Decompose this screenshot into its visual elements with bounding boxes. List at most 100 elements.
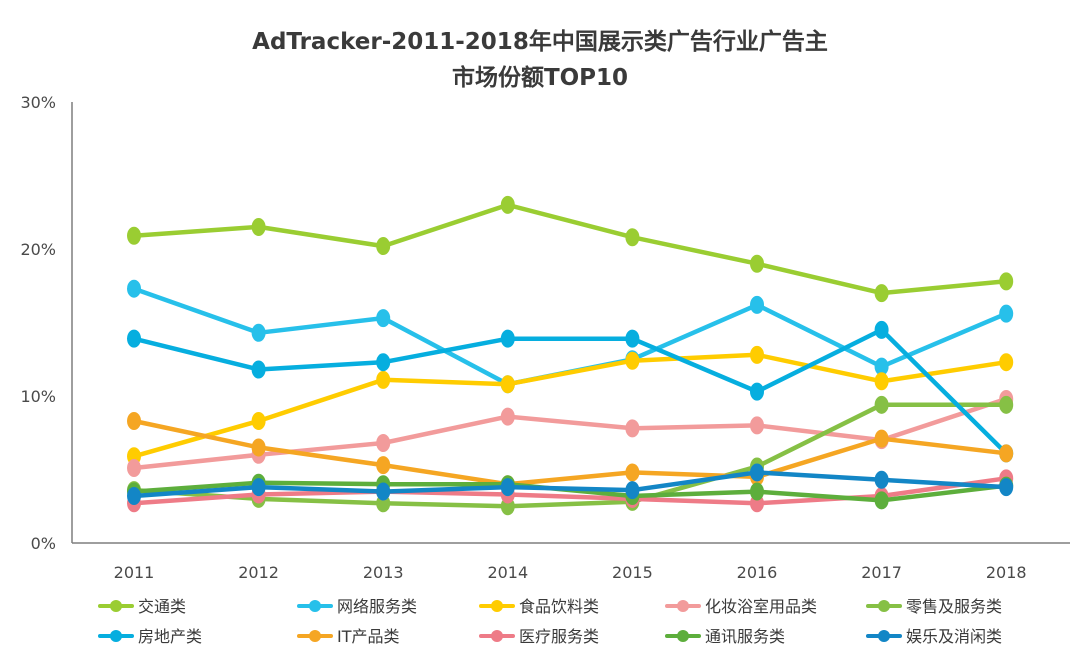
- data-point: [874, 395, 889, 414]
- legend-item: 通讯服务类: [665, 627, 785, 646]
- data-point: [874, 284, 889, 303]
- data-point: [874, 429, 889, 448]
- x-tick-label: 2011: [114, 563, 155, 582]
- data-point: [625, 419, 640, 438]
- data-point: [750, 482, 764, 501]
- chart-title-line-2: 市场份额TOP10: [451, 65, 629, 91]
- data-point: [625, 228, 640, 247]
- data-point: [251, 360, 266, 379]
- legend-marker: [491, 630, 503, 642]
- series-line: [131, 327, 1009, 456]
- legend-label: 交通类: [138, 597, 186, 616]
- x-tick-label: 2012: [238, 563, 279, 582]
- data-point: [376, 309, 391, 328]
- data-point: [999, 353, 1014, 372]
- data-point: [750, 345, 764, 364]
- data-point: [376, 456, 391, 475]
- data-point: [625, 329, 640, 348]
- data-point: [750, 416, 764, 435]
- x-tick-label: 2016: [737, 563, 778, 582]
- legend-marker: [878, 600, 890, 612]
- data-point: [376, 237, 391, 256]
- legend-marker: [677, 600, 689, 612]
- data-point: [750, 254, 764, 273]
- legend-label: 食品饮料类: [519, 597, 599, 616]
- legend-marker: [110, 630, 122, 642]
- legend-marker: [110, 600, 122, 612]
- legend-item: 网络服务类: [297, 597, 417, 616]
- data-point: [500, 195, 515, 214]
- legend-label: 房地产类: [138, 627, 202, 646]
- legend-label: 化妆浴室用品类: [705, 597, 817, 616]
- data-point: [625, 463, 640, 482]
- legend-item: 零售及服务类: [866, 597, 1002, 616]
- data-point: [874, 470, 889, 489]
- legend-label: 医疗服务类: [519, 627, 599, 646]
- series-line: [131, 396, 1009, 471]
- data-point: [376, 353, 391, 372]
- data-point: [127, 329, 141, 348]
- legend-item: 化妆浴室用品类: [665, 597, 817, 616]
- data-point: [251, 217, 266, 236]
- data-point: [874, 491, 889, 510]
- series-10: [127, 463, 1014, 505]
- series-1: [127, 195, 1014, 303]
- series-line: [131, 418, 1009, 487]
- data-point: [750, 463, 764, 482]
- series-line: [131, 470, 1009, 499]
- data-point: [500, 329, 515, 348]
- series-line: [131, 352, 1009, 459]
- data-point: [874, 357, 889, 376]
- series-7: [127, 411, 1014, 494]
- data-point: [625, 351, 640, 370]
- data-point: [999, 444, 1014, 463]
- data-point: [874, 320, 889, 339]
- y-tick-label: 30%: [20, 93, 56, 112]
- chart-title-line-1: AdTracker-2011-2018年中国展示类广告行业广告主: [252, 29, 828, 55]
- data-point: [376, 370, 391, 389]
- data-point: [999, 304, 1014, 323]
- legend-marker: [677, 630, 689, 642]
- y-tick-label: 20%: [20, 240, 56, 259]
- data-point: [750, 382, 764, 401]
- legend-item: 房地产类: [98, 627, 202, 646]
- x-tick-label: 2018: [986, 563, 1027, 582]
- series-line: [131, 402, 1009, 509]
- legend-marker: [491, 600, 503, 612]
- data-point: [127, 486, 141, 505]
- legend-marker: [878, 630, 890, 642]
- x-tick-label: 2014: [487, 563, 528, 582]
- legend-item: 娱乐及消闲类: [866, 627, 1002, 646]
- data-point: [127, 459, 141, 478]
- data-point: [251, 438, 266, 457]
- data-point: [750, 295, 764, 314]
- legend-item: IT产品类: [297, 627, 400, 646]
- data-point: [625, 481, 640, 500]
- data-point: [127, 279, 141, 298]
- legend-label: 娱乐及消闲类: [906, 627, 1002, 646]
- legend-item: 医疗服务类: [479, 627, 599, 646]
- legend-item: 食品饮料类: [479, 597, 599, 616]
- x-tick-label: 2015: [612, 563, 653, 582]
- chart-title: AdTracker-2011-2018年中国展示类广告行业广告主 市场份额TOP…: [0, 24, 1080, 96]
- data-point: [500, 478, 515, 497]
- data-point: [500, 407, 515, 426]
- data-point: [874, 372, 889, 391]
- series-line: [131, 202, 1009, 296]
- legend-label: IT产品类: [337, 627, 400, 646]
- x-tick-label: 2013: [363, 563, 404, 582]
- data-point: [127, 226, 141, 245]
- legend-label: 网络服务类: [337, 597, 417, 616]
- legend-marker: [309, 600, 321, 612]
- y-tick-label: 0%: [31, 534, 56, 553]
- x-tick-label: 2017: [861, 563, 902, 582]
- data-point: [251, 323, 266, 342]
- legend-label: 零售及服务类: [906, 597, 1002, 616]
- data-point: [500, 375, 515, 394]
- data-point: [127, 411, 141, 430]
- y-tick-label: 10%: [20, 387, 56, 406]
- legend-item: 交通类: [98, 597, 186, 616]
- data-point: [376, 482, 391, 501]
- legend-marker: [309, 630, 321, 642]
